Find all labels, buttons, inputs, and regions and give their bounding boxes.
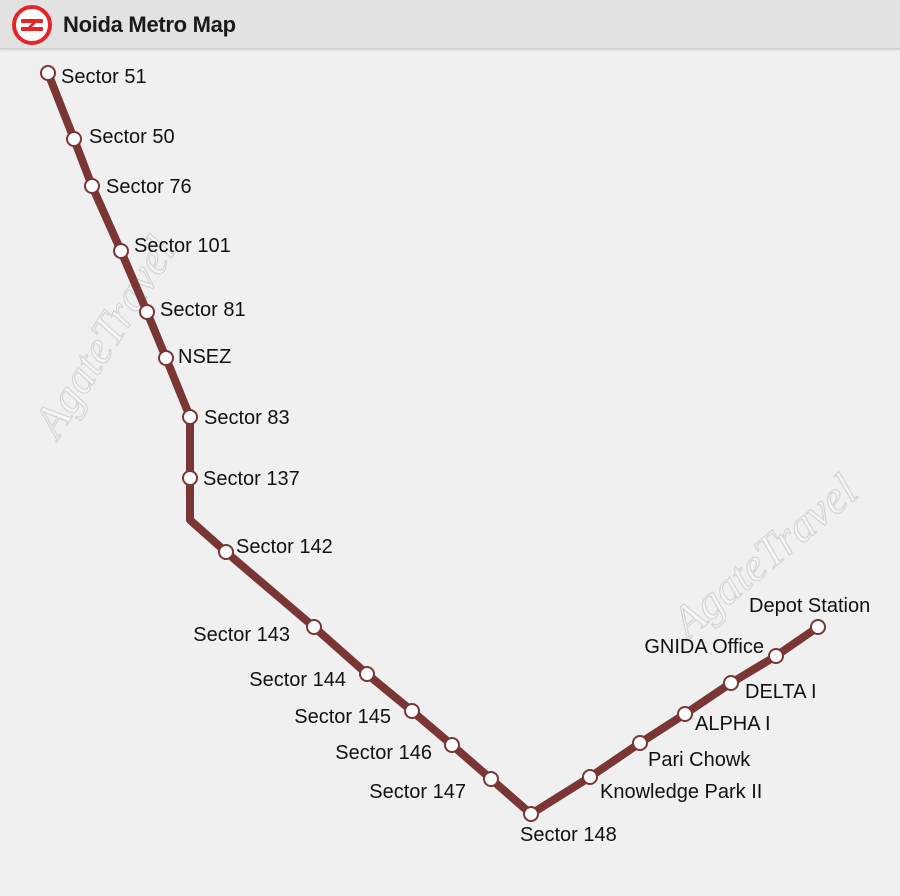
station-marker[interactable] xyxy=(158,350,174,366)
station[interactable]: Sector 81 xyxy=(139,299,246,321)
station-marker[interactable] xyxy=(768,648,784,664)
header-bar: Noida Metro Map xyxy=(0,0,900,49)
station-marker[interactable] xyxy=(113,243,129,259)
station[interactable]: Sector 51 xyxy=(40,65,147,88)
station[interactable]: Sector 145 xyxy=(294,703,420,728)
station[interactable]: Sector 137 xyxy=(182,468,300,490)
station-marker[interactable] xyxy=(810,619,826,635)
station[interactable]: Sector 143 xyxy=(193,619,322,646)
station[interactable]: Sector 83 xyxy=(182,407,290,429)
station-label: Sector 142 xyxy=(236,536,333,558)
station-label: Sector 143 xyxy=(193,624,290,646)
station-label: Sector 81 xyxy=(160,299,246,321)
station-marker[interactable] xyxy=(632,735,648,751)
stations-layer: Sector 51 Sector 50 Sector 76 Sector 101 Sec… xyxy=(40,65,870,846)
station-marker[interactable] xyxy=(182,409,198,425)
station-label: Depot Station xyxy=(749,595,870,617)
station-marker[interactable] xyxy=(523,806,539,822)
station-marker[interactable] xyxy=(359,666,375,682)
aqua-line-track xyxy=(44,69,822,818)
station-marker[interactable] xyxy=(182,470,198,486)
station-label: Sector 51 xyxy=(61,66,147,88)
station-label: GNIDA Office xyxy=(644,636,764,658)
station[interactable]: Depot Station xyxy=(749,595,870,635)
station-label: ALPHA I xyxy=(695,713,771,735)
metro-logo-icon xyxy=(12,5,52,45)
station-label: Sector 50 xyxy=(89,126,175,148)
station[interactable]: Pari Chowk xyxy=(632,735,751,771)
station[interactable]: DELTA I xyxy=(723,675,817,703)
station-marker[interactable] xyxy=(677,706,693,722)
station[interactable]: Sector 146 xyxy=(335,737,460,764)
station-marker[interactable] xyxy=(582,769,598,785)
station-label: Sector 137 xyxy=(203,468,300,490)
station-label: Sector 144 xyxy=(249,669,346,691)
station[interactable]: Sector 142 xyxy=(218,536,333,560)
station-label: Sector 76 xyxy=(106,176,192,198)
station-marker[interactable] xyxy=(723,675,739,691)
station-marker[interactable] xyxy=(84,178,100,194)
watermark-text-2: AgateTravel xyxy=(659,464,866,650)
station-label: Sector 147 xyxy=(369,781,466,803)
station-label: DELTA I xyxy=(745,681,817,703)
station[interactable]: Sector 148 xyxy=(520,806,617,846)
watermark: AgateTravel AgateTravel xyxy=(21,227,867,650)
station[interactable]: Sector 50 xyxy=(66,126,175,148)
station-marker[interactable] xyxy=(66,131,82,147)
station-marker[interactable] xyxy=(40,65,56,81)
station[interactable]: ALPHA I xyxy=(677,706,771,735)
station-label: Pari Chowk xyxy=(648,749,751,771)
station[interactable]: GNIDA Office xyxy=(644,636,784,664)
station-label: Knowledge Park II xyxy=(600,781,762,803)
station-marker[interactable] xyxy=(444,737,460,753)
station-marker[interactable] xyxy=(483,771,499,787)
station-marker[interactable] xyxy=(306,619,322,635)
station-label: Sector 148 xyxy=(520,824,617,846)
page-title: Noida Metro Map xyxy=(63,12,236,37)
station-label: Sector 145 xyxy=(294,706,391,728)
station[interactable]: NSEZ xyxy=(158,346,231,368)
station-marker[interactable] xyxy=(218,544,234,560)
station-label: Sector 83 xyxy=(204,407,290,429)
station[interactable]: Sector 144 xyxy=(249,666,375,691)
station[interactable]: Sector 147 xyxy=(369,771,499,803)
station[interactable]: Knowledge Park II xyxy=(582,769,762,803)
station-label: NSEZ xyxy=(178,346,231,368)
station[interactable]: Sector 76 xyxy=(84,176,192,198)
station-label: Sector 146 xyxy=(335,742,432,764)
station[interactable]: Sector 101 xyxy=(113,235,231,259)
station-label: Sector 101 xyxy=(134,235,231,257)
station-marker[interactable] xyxy=(404,703,420,719)
station-marker[interactable] xyxy=(139,304,155,320)
